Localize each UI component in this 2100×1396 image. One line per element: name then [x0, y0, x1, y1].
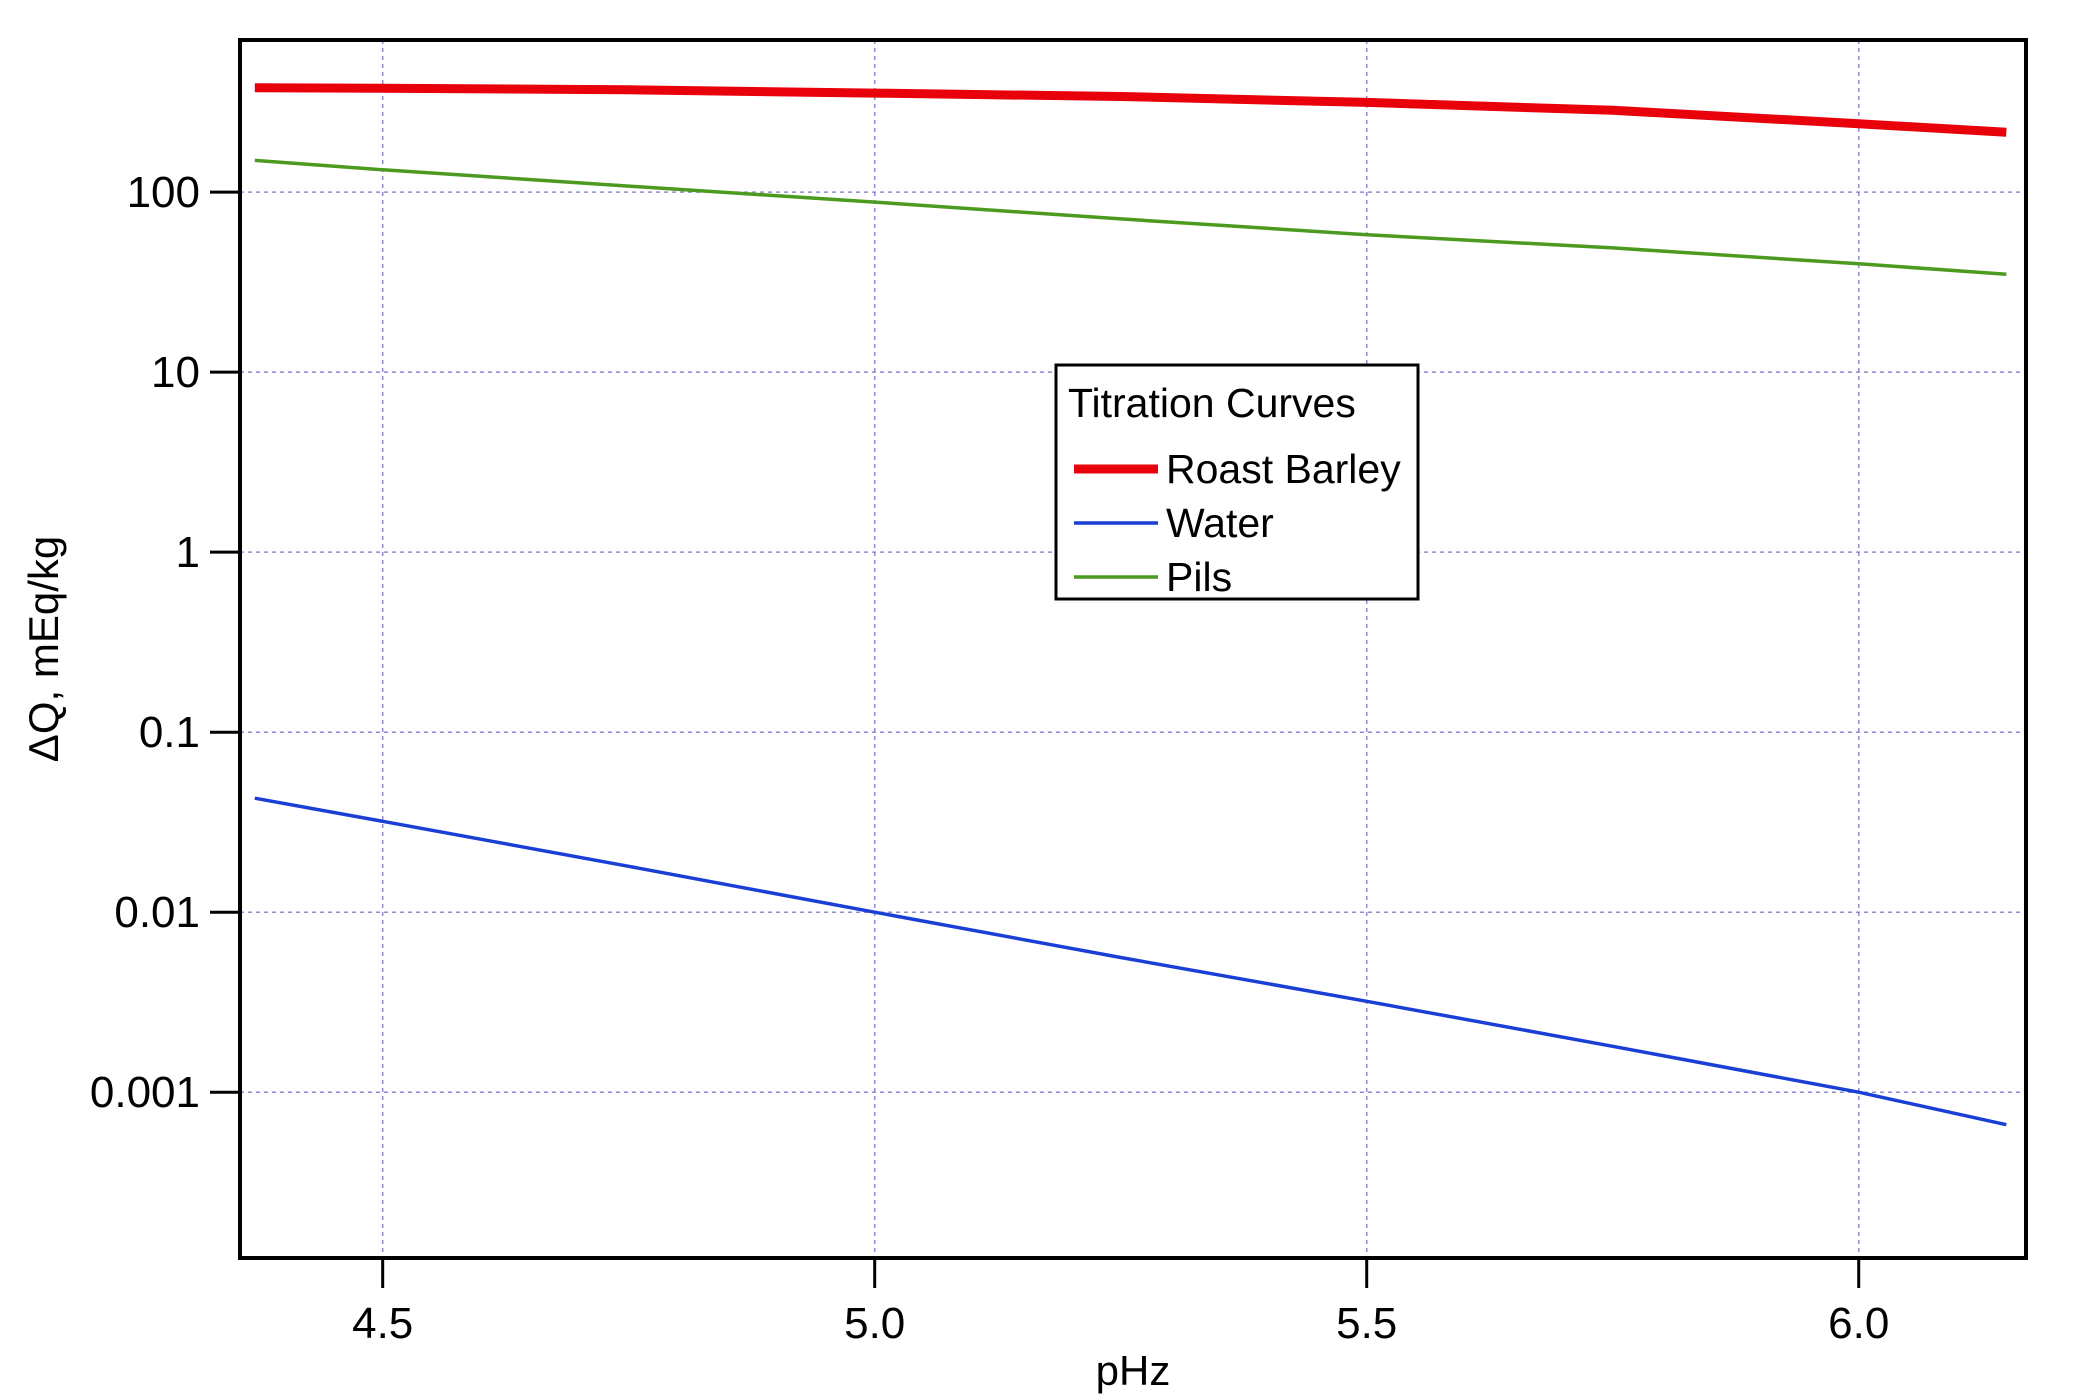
x-tick-label: 4.5 [352, 1299, 413, 1348]
y-axis-title: ΔQ, mEq/kg [20, 536, 67, 762]
legend-label-roast-barley: Roast Barley [1166, 446, 1401, 492]
grid-lines [240, 40, 2026, 1258]
y-tick-label: 0.01 [114, 888, 200, 937]
series-lines [254, 83, 2007, 1127]
x-tick-label: 5.0 [844, 1299, 905, 1348]
y-tick-label: 0.1 [139, 708, 200, 757]
y-tick-label: 100 [127, 168, 200, 217]
series-line-roast-barley [254, 83, 2007, 137]
y-axis-ticks: 0.001 0.01 0.1 1 10 100 [90, 168, 240, 1117]
x-tick-label: 5.5 [1336, 1299, 1397, 1348]
legend: Titration Curves Roast Barley Water Pils [1054, 363, 1420, 601]
y-tick-label: 0.001 [90, 1068, 200, 1117]
legend-label-water: Water [1166, 500, 1274, 546]
x-axis-title: pHz [1096, 1347, 1171, 1394]
legend-box [1054, 363, 1420, 601]
plot-frame [238, 38, 2028, 1260]
x-axis-ticks: 4.5 5.0 5.5 6.0 [352, 1258, 1889, 1348]
series-line-water [254, 796, 2007, 1127]
x-tick-label: 6.0 [1828, 1299, 1889, 1348]
legend-entries: Roast Barley Water Pils [1074, 446, 1401, 600]
y-tick-label: 1 [176, 528, 200, 577]
series-line-pils [254, 158, 2007, 276]
legend-label-pils: Pils [1166, 554, 1232, 600]
legend-title: Titration Curves [1068, 380, 1356, 426]
y-tick-label: 10 [151, 348, 200, 397]
